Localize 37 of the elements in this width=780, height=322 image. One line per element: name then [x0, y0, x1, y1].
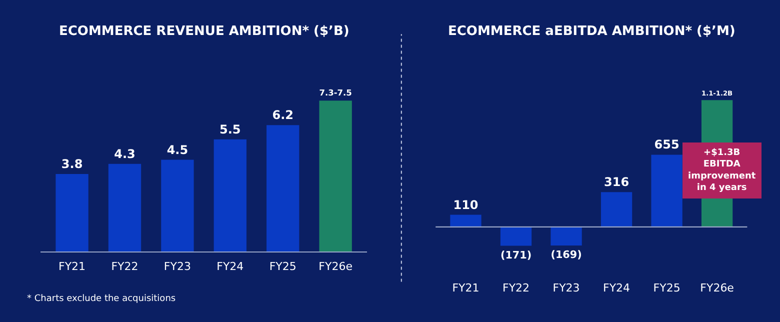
x-tick-label: FY21 — [58, 260, 86, 273]
chart-title: ECOMMERCE aEBITDA AMBITION* ($’M) — [448, 24, 736, 39]
bar — [550, 226, 582, 246]
data-label: 110 — [453, 198, 478, 212]
x-tick-label: FY22 — [111, 260, 138, 273]
x-tick-label: FY24 — [216, 260, 244, 273]
x-tick-label: FY23 — [552, 282, 580, 295]
x-tick-label: FY26e — [318, 260, 353, 273]
x-tick-label: FY25 — [653, 282, 680, 295]
data-label: 5.5 — [220, 122, 241, 136]
data-label: 4.3 — [114, 146, 136, 161]
bar — [450, 214, 482, 227]
data-label: 4.5 — [166, 142, 188, 157]
bar — [56, 174, 88, 252]
annotation: +$1.3B EBITDA improvement in 4 years — [688, 148, 756, 194]
x-tick-label: FY21 — [452, 282, 480, 295]
x-tick-label: FY22 — [502, 282, 530, 295]
text: * Charts exclude the acquisitions — [27, 294, 176, 304]
data-label: 316 — [604, 175, 630, 190]
chart-title: ECOMMERCE REVENUE AMBITION* ($’B) — [59, 24, 350, 39]
x-tick-label: FY23 — [164, 260, 191, 273]
bar — [600, 192, 632, 227]
bar — [500, 226, 532, 246]
data-label: 7.3-7.5 — [319, 88, 352, 98]
data-label: (171) — [500, 249, 532, 262]
bar — [319, 100, 352, 252]
data-label: 3.8 — [61, 157, 83, 172]
bar — [266, 125, 300, 252]
x-tick-label: FY24 — [603, 282, 630, 295]
bar — [214, 139, 246, 252]
bar — [161, 160, 194, 252]
x-tick-label: FY26e — [700, 282, 734, 295]
bar — [108, 164, 142, 252]
data-label: 655 — [654, 138, 680, 152]
data-label: 6.2 — [272, 108, 294, 122]
x-tick-label: FY25 — [269, 260, 296, 273]
data-label: (169) — [550, 249, 582, 262]
